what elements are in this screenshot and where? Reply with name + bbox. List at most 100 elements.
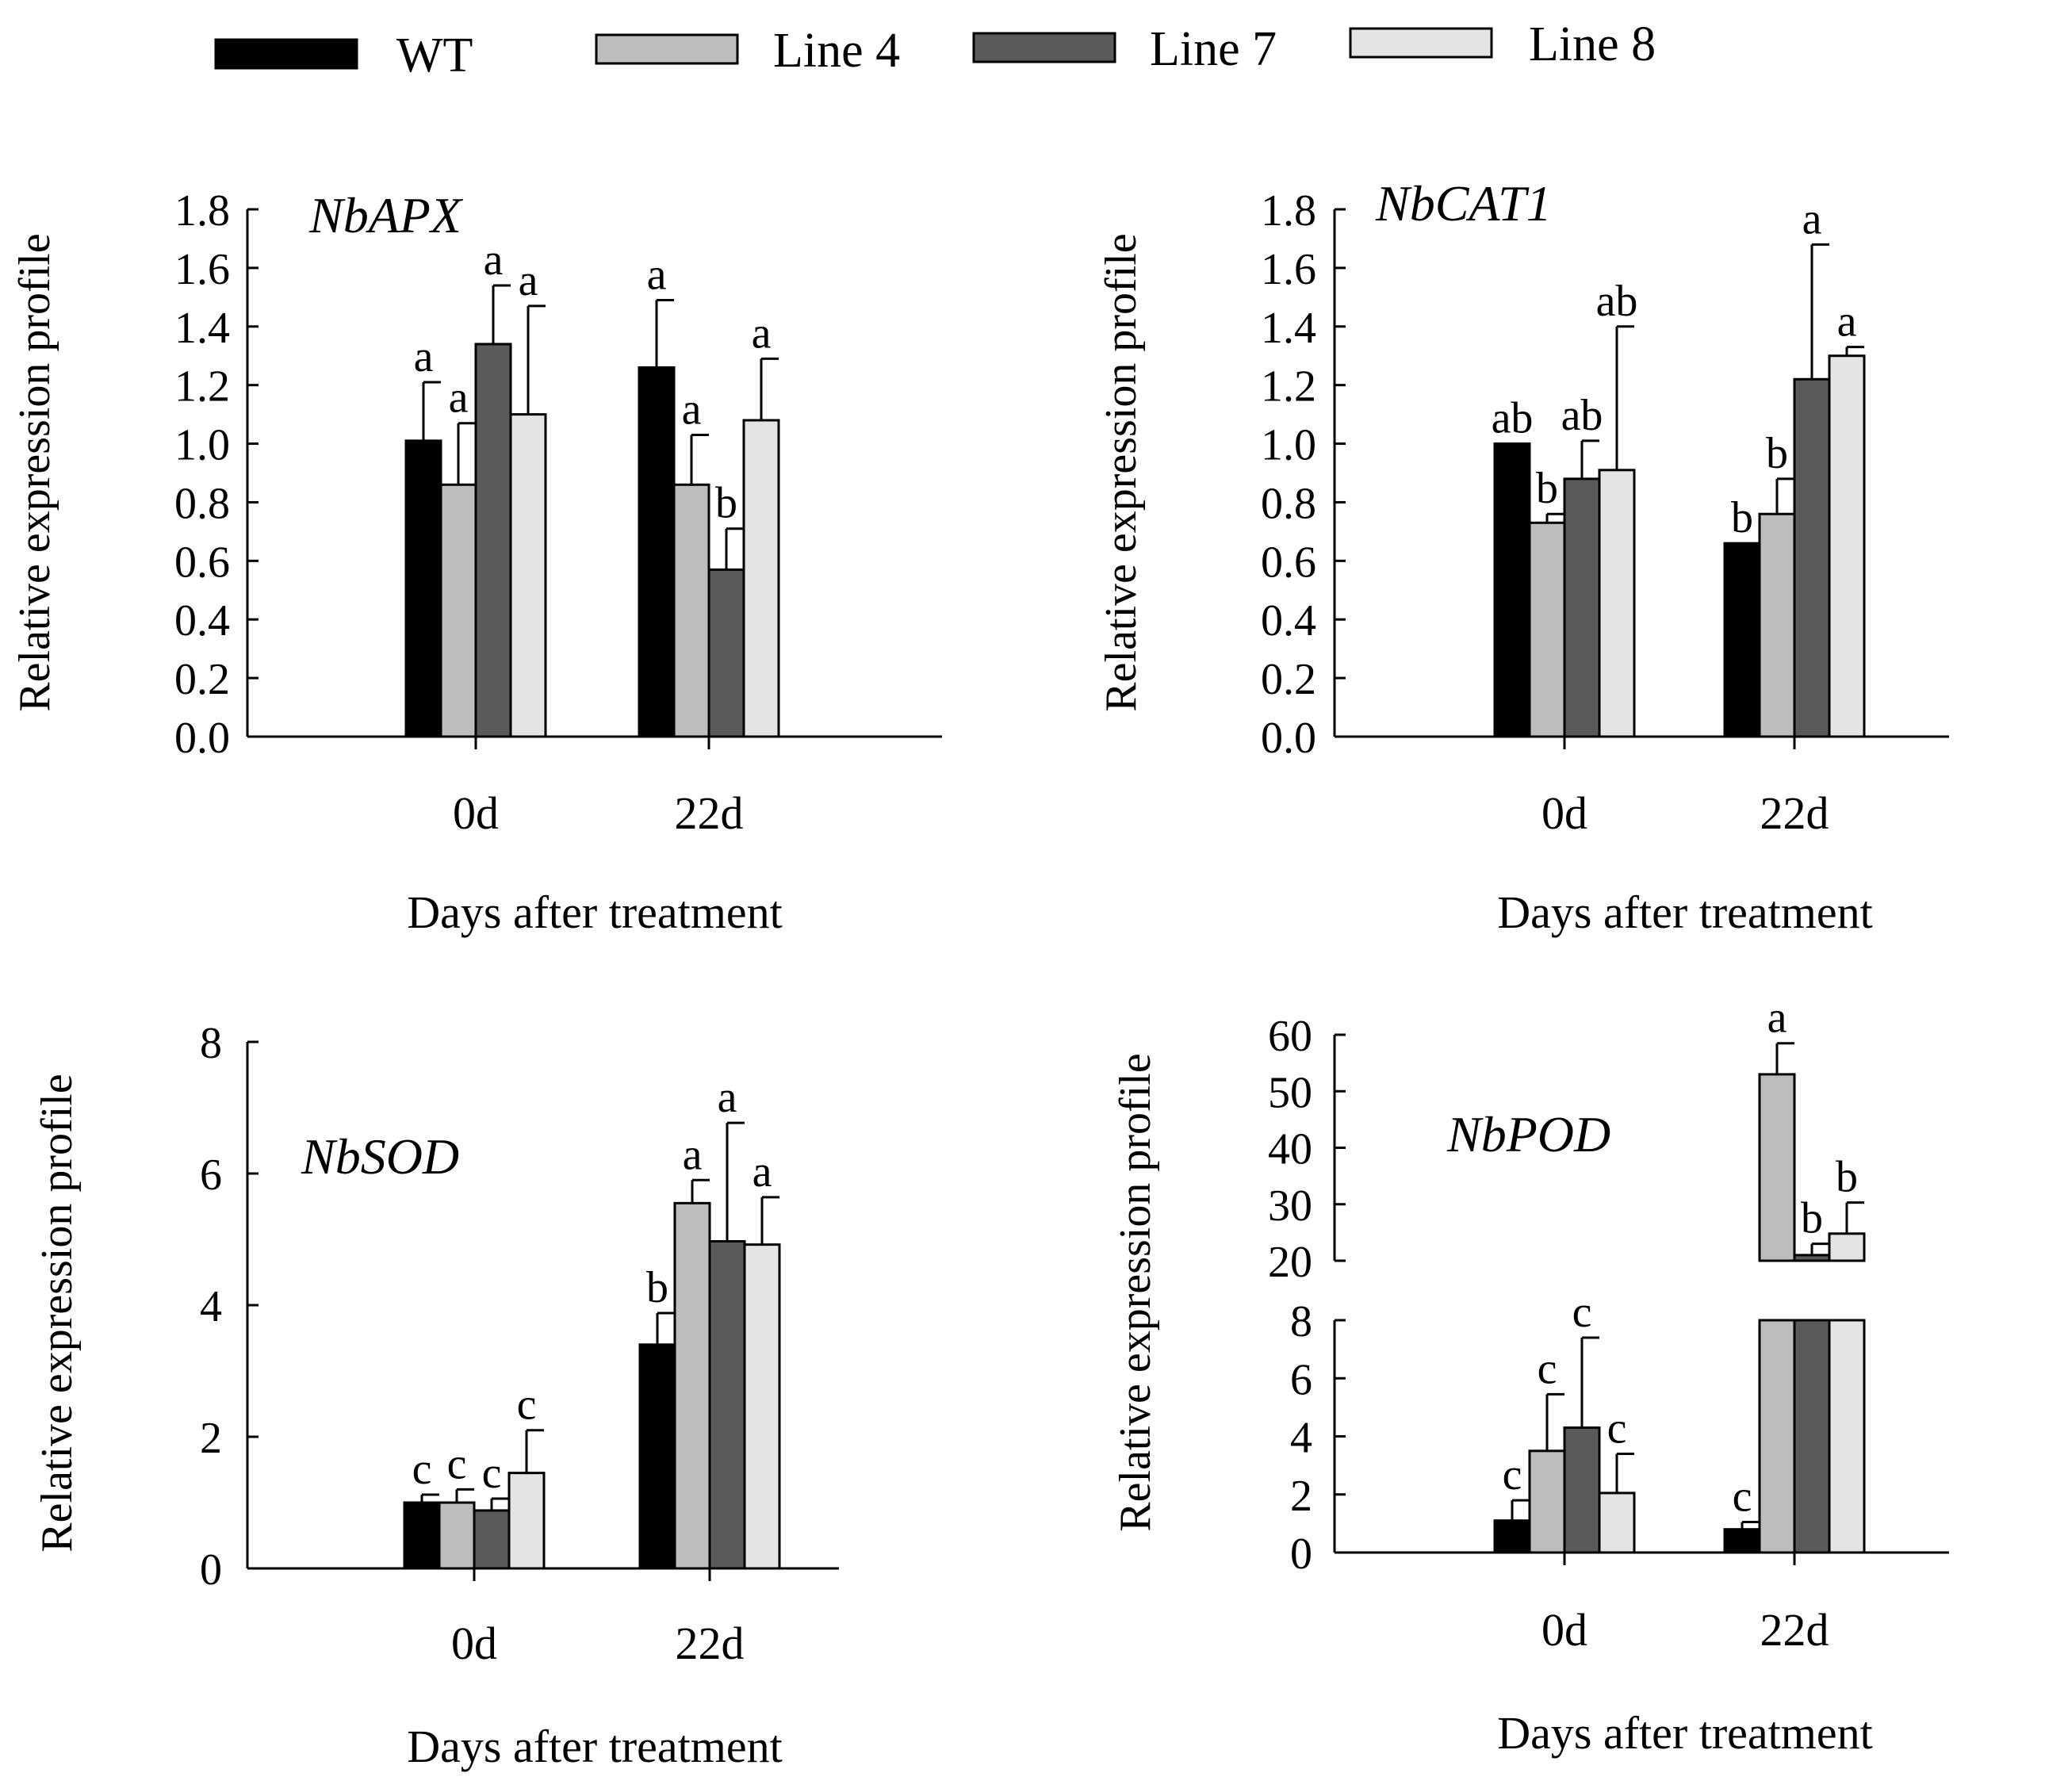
y-tick-label: 2 [200, 1414, 222, 1463]
y-tick-label: 6 [200, 1151, 222, 1200]
bar-upper [1758, 1073, 1796, 1262]
y-tick-label: 0.6 [174, 538, 230, 587]
x-tick-label: 0d [1541, 1604, 1587, 1656]
significance-label: ab [1596, 277, 1638, 326]
bar [507, 1472, 546, 1570]
bar [1793, 1319, 1831, 1554]
significance-label: ab [1561, 391, 1603, 440]
bar [1723, 1528, 1761, 1554]
y-axis-title: Relative expression profile [33, 1074, 82, 1552]
bar [403, 1501, 441, 1570]
significance-label: a [1837, 297, 1857, 347]
bar [473, 1509, 511, 1570]
significance-label: c [1503, 1450, 1522, 1499]
significance-label: a [718, 1073, 737, 1122]
y-tick-label: 1.6 [174, 245, 230, 294]
bar [1758, 1319, 1796, 1554]
y-tick-label: 6 [1290, 1355, 1312, 1404]
y-tick-label: 1.0 [1261, 421, 1316, 470]
x-tick-label: 22d [1760, 1604, 1829, 1656]
x-tick-label: 0d [451, 1618, 497, 1669]
significance-label: a [1802, 194, 1822, 243]
panel-nbpod: 0 2 4 6 8 20 30 40 50 60 0d 22d Days after treatment… [1111, 994, 1949, 1759]
bar [638, 1343, 676, 1570]
legend-swatch-wt [214, 38, 358, 70]
legend-label-wt: WT [396, 29, 473, 82]
y-tick-label: 1.2 [1261, 362, 1316, 412]
legend-label-line-4: Line 4 [773, 24, 900, 78]
y-tick-label: 0.4 [1261, 596, 1316, 645]
bar [1723, 542, 1761, 738]
bar [1598, 1491, 1636, 1554]
y-tick-label: 2 [1290, 1472, 1312, 1521]
legend-swatch-line-7 [972, 32, 1116, 63]
significance-label: c [482, 1449, 502, 1498]
significance-label: b [715, 479, 737, 528]
significance-label: a [519, 256, 538, 305]
y-tick-label: 1.4 [174, 304, 230, 353]
y-tick-label: 0 [200, 1545, 222, 1595]
significance-label: c [1733, 1472, 1752, 1522]
significance-label: b [1836, 1153, 1858, 1202]
panel-nbcat1: 0.0 0.2 0.4 0.6 0.8 1.0 1.2 1.4 1.6 1.8 0d 22d Days … [1097, 175, 1949, 938]
legend-label-line-7: Line 7 [1150, 22, 1277, 76]
legend-label-line-8: Line 8 [1529, 17, 1656, 71]
significance-label: b [1766, 429, 1788, 478]
y-tick-label: 0.2 [1261, 655, 1316, 704]
bar [404, 439, 442, 738]
significance-label: b [1801, 1194, 1823, 1243]
bar [672, 483, 710, 738]
x-tick-label: 0d [453, 787, 499, 839]
y-tick-label: 0.0 [174, 714, 230, 763]
y-tick-label-upper: 30 [1268, 1181, 1312, 1231]
x-tick-label: 22d [675, 787, 744, 839]
bar [1493, 1519, 1531, 1554]
x-axis-title: Days after treatment [1497, 1707, 1872, 1759]
significance-label: a [449, 373, 469, 423]
significance-label: a [682, 385, 702, 434]
bar-upper [1828, 1232, 1866, 1262]
bar [1828, 354, 1866, 738]
significance-label: b [1731, 493, 1753, 542]
x-tick-label: 22d [1760, 787, 1829, 839]
significance-label: c [1572, 1288, 1592, 1337]
significance-label: a [1767, 994, 1787, 1043]
y-tick-label: 0.2 [174, 655, 230, 704]
significance-label: a [752, 308, 772, 358]
gene-title: NbAPX [308, 187, 464, 243]
bar [474, 343, 512, 738]
bar [1828, 1319, 1866, 1554]
significance-label: c [1538, 1344, 1557, 1393]
y-tick-label: 1.4 [1261, 304, 1316, 353]
y-tick-label: 0 [1290, 1530, 1312, 1579]
significance-label: b [1536, 464, 1558, 513]
gene-title: NbCAT1 [1375, 175, 1552, 232]
bar-upper [1793, 1254, 1831, 1262]
y-tick-label-upper: 20 [1268, 1238, 1312, 1287]
panel-nbsod: 0 2 4 6 8 0d 22d Days after treatment Relative e… [33, 1019, 839, 1772]
gene-title: NbSOD [301, 1128, 459, 1185]
y-tick-label: 4 [200, 1282, 222, 1331]
y-tick-label: 8 [1290, 1297, 1312, 1346]
y-axis-title: Relative expression profile [1097, 233, 1146, 711]
y-tick-label: 0.0 [1261, 714, 1316, 763]
significance-label: b [646, 1263, 668, 1312]
bar [673, 1201, 711, 1570]
bar [708, 1239, 746, 1570]
y-tick-label: 1.6 [1261, 245, 1316, 294]
bar [1528, 521, 1566, 738]
bar [1758, 512, 1796, 738]
x-axis-title: Days after treatment [407, 886, 782, 938]
significance-label: a [683, 1130, 703, 1179]
y-tick-label-upper: 40 [1268, 1125, 1312, 1174]
bar [638, 366, 676, 738]
y-axis-title: Relative expression profile [1111, 1053, 1160, 1531]
x-tick-label: 22d [676, 1618, 745, 1669]
bar [1528, 1449, 1566, 1554]
bar [1598, 469, 1636, 738]
bar [1493, 442, 1531, 738]
y-tick-label: 4 [1290, 1414, 1312, 1463]
gene-title: NbPOD [1446, 1106, 1610, 1162]
y-tick-label-upper: 60 [1268, 1012, 1312, 1061]
